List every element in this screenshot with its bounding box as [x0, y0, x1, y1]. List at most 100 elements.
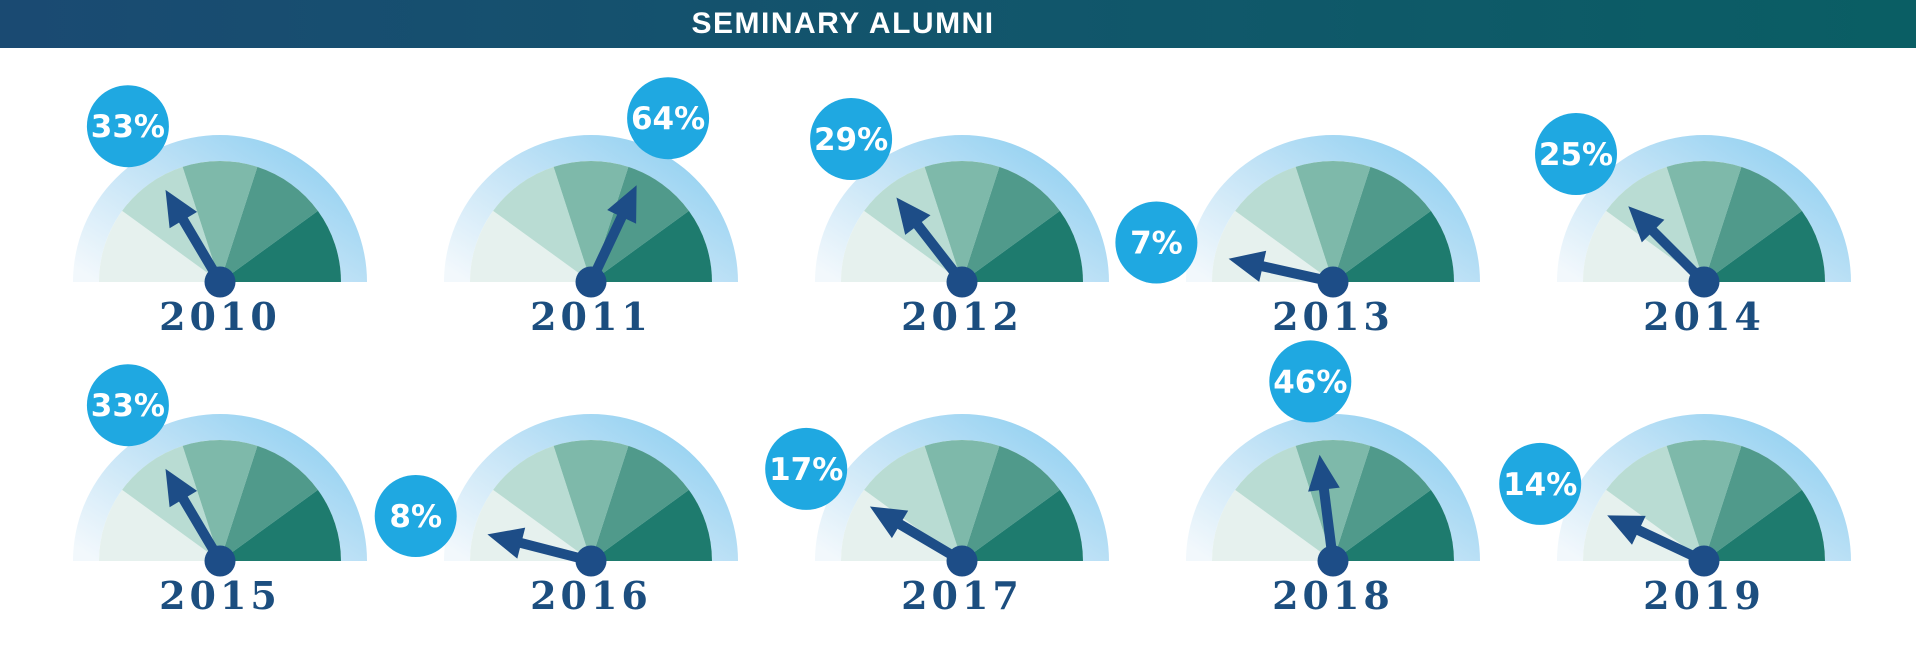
gauge-segment-5 [1704, 489, 1825, 561]
percent-badge-label: 33% [91, 109, 165, 145]
gauge-2012: 29% 2012 [810, 98, 1109, 339]
gauge-segment-3 [553, 439, 629, 561]
gauge-segment-5 [591, 489, 712, 561]
gauge-segment-4 [220, 166, 318, 282]
percent-badge [1535, 113, 1617, 195]
gauge-hub [946, 545, 978, 577]
gauge-needle [586, 185, 637, 285]
page-title: SEMINARY ALUMNI [691, 7, 995, 40]
year-label: 2018 [1272, 573, 1394, 618]
gauge-segment-4 [962, 445, 1060, 561]
gauge-segment-1 [1583, 210, 1704, 282]
gauge-segment-5 [220, 210, 341, 282]
gauge-segment-4 [220, 445, 318, 561]
gauge-ring [1557, 414, 1851, 561]
gauge-ring [1186, 135, 1480, 282]
gauge-2014: 25% 2014 [1535, 113, 1851, 339]
gauge-hub [1317, 545, 1349, 577]
gauge-segment-1 [841, 210, 962, 282]
percent-badge-label: 14% [1503, 467, 1577, 503]
gauge-ring [815, 135, 1109, 282]
gauge-hub [946, 266, 978, 298]
gauge-segment-3 [1295, 160, 1371, 282]
gauge-segment-5 [962, 210, 1083, 282]
gauge-hub [575, 545, 607, 577]
gauge-2015: 33% 2015 [73, 364, 367, 618]
percent-badge-label: 33% [91, 388, 165, 424]
gauge-ring [444, 414, 738, 561]
gauge-segment-1 [470, 210, 591, 282]
year-label: 2016 [530, 573, 652, 618]
gauge-needle [165, 189, 225, 285]
percent-badge-label: 7% [1130, 226, 1183, 262]
gauge-needle [1228, 250, 1335, 287]
percent-badge [1499, 442, 1582, 525]
gauge-segment-3 [1666, 160, 1742, 282]
gauge-segment-2 [493, 166, 591, 282]
year-label: 2015 [159, 573, 281, 618]
gauge-ring [73, 135, 367, 282]
percent-badge [374, 475, 457, 557]
percent-badge [86, 364, 169, 447]
gauge-segment-2 [1606, 445, 1704, 561]
year-label: 2019 [1643, 573, 1765, 618]
gauge-hub [204, 545, 236, 577]
gauge-segment-5 [1704, 210, 1825, 282]
percent-badge [765, 427, 848, 510]
gauge-segment-3 [553, 160, 629, 282]
gauge-segment-1 [99, 489, 220, 561]
gauge-segment-4 [591, 445, 689, 561]
header-bar: SEMINARY ALUMNI [0, 0, 1916, 48]
gauge-segment-5 [1333, 489, 1454, 561]
percent-badge-label: 17% [769, 452, 843, 488]
gauge-segment-2 [864, 445, 962, 561]
gauge-segment-5 [1333, 210, 1454, 282]
gauge-2013: 7% 2013 [1115, 135, 1480, 339]
gauge-2011: 64% 2011 [444, 77, 738, 339]
gauge-needle [896, 197, 966, 286]
gauge-segment-3 [924, 439, 1000, 561]
percent-badge-label: 29% [814, 122, 888, 158]
gauge-segment-2 [1235, 445, 1333, 561]
gauge-segment-2 [1235, 166, 1333, 282]
gauge-2016: 8% 2016 [374, 414, 738, 618]
gauge-needle [487, 527, 593, 566]
gauge-hub [1688, 266, 1720, 298]
year-label: 2012 [901, 294, 1023, 339]
percent-badge [627, 77, 710, 160]
gauge-segment-3 [924, 160, 1000, 282]
gauge-grid: 33% 2010 64% 2011 29% 2012 7% 2013 25% 2014 33% 201… [0, 48, 1916, 661]
percent-badge-label: 8% [389, 499, 442, 535]
percent-badge-label: 46% [1273, 364, 1347, 400]
gauge-segment-4 [962, 166, 1060, 282]
gauge-hub [575, 266, 607, 298]
gauge-ring [73, 414, 367, 561]
gauge-ring [1557, 135, 1851, 282]
percent-badge-label: 64% [631, 101, 705, 137]
gauge-needle [1628, 206, 1708, 286]
year-label: 2011 [530, 294, 652, 339]
gauge-ring [444, 135, 738, 282]
gauge-2018: 46% 2018 [1186, 340, 1480, 618]
gauge-segment-2 [493, 445, 591, 561]
gauge-needle [1308, 454, 1340, 562]
gauge-segment-3 [182, 439, 258, 561]
gauge-segment-4 [1704, 166, 1802, 282]
year-label: 2013 [1272, 294, 1394, 339]
year-label: 2010 [159, 294, 281, 339]
percent-badge [1115, 201, 1198, 284]
percent-badge [1269, 340, 1352, 423]
gauge-hub [1317, 266, 1349, 298]
gauge-segment-1 [1212, 489, 1333, 561]
percent-badge-label: 25% [1539, 137, 1613, 173]
gauge-segment-5 [220, 489, 341, 561]
gauge-segment-4 [1333, 445, 1431, 561]
gauge-needle [869, 506, 965, 566]
gauge-2019: 14% 2019 [1499, 414, 1851, 618]
gauge-segment-4 [1704, 445, 1802, 561]
gauge-needle [1607, 515, 1707, 566]
gauge-ring [1186, 414, 1480, 561]
gauge-2017: 17% 2017 [765, 414, 1109, 618]
gauge-segment-3 [1295, 439, 1371, 561]
percent-badge [810, 98, 893, 180]
